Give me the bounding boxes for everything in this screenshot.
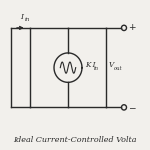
Text: in: in <box>24 17 30 22</box>
Text: in: in <box>94 66 99 71</box>
Text: I: I <box>20 13 23 21</box>
Text: V: V <box>109 61 114 69</box>
Text: Ideal Current-Controlled Volta: Ideal Current-Controlled Volta <box>13 136 137 144</box>
Text: out: out <box>114 66 122 71</box>
Text: −: − <box>128 103 135 112</box>
Text: +: + <box>128 23 135 32</box>
Text: K I: K I <box>85 61 96 69</box>
